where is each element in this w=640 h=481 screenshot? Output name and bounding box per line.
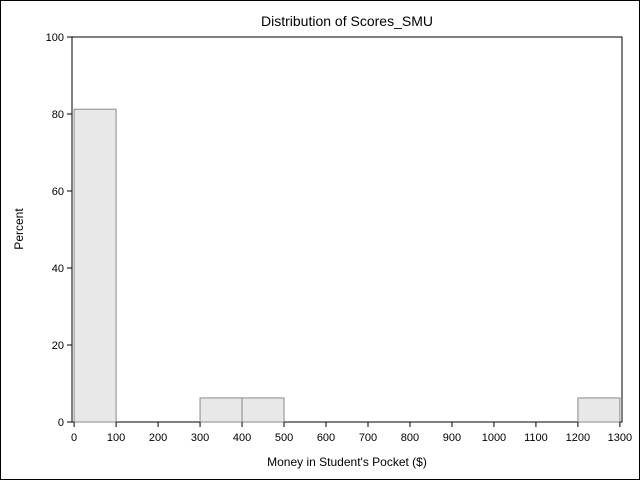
x-tick-label-9: 900 [443, 432, 461, 444]
histogram-bar-3 [577, 397, 621, 423]
y-tick-label-3: 60 [52, 186, 64, 198]
x-axis-label: Money in Student's Pocket ($) [267, 455, 427, 469]
x-tick-label-6: 600 [317, 432, 335, 444]
x-tick-label-5: 500 [275, 432, 293, 444]
histogram-bar-0 [73, 108, 117, 423]
x-tick-label-10: 1000 [482, 432, 506, 444]
x-tick-label-4: 400 [233, 432, 251, 444]
chart-title: Distribution of Scores_SMU [261, 13, 433, 29]
bars-group [73, 108, 621, 423]
histogram-bar-1 [199, 397, 243, 423]
y-tick-label-1: 20 [52, 340, 64, 352]
x-tick-label-7: 700 [359, 432, 377, 444]
x-tick-label-11: 1100 [524, 432, 548, 444]
x-tick-label-0: 0 [71, 432, 77, 444]
histogram-bar-2 [241, 397, 285, 423]
x-tick-label-2: 200 [149, 432, 167, 444]
x-tick-label-3: 300 [191, 432, 209, 444]
y-tick-label-0: 0 [58, 417, 64, 429]
x-tick-label-13: 1300 [608, 432, 632, 444]
y-tick-label-2: 40 [52, 263, 64, 275]
plot-area [71, 36, 623, 423]
y-axis-label: Percent [12, 208, 26, 250]
x-tick-label-1: 100 [107, 432, 125, 444]
y-axis: 0 20 40 60 80 100 [46, 32, 72, 429]
x-axis: 0 100 200 300 400 500 600 700 800 900 1000 1100 1200… [71, 422, 632, 444]
y-tick-label-5: 100 [46, 32, 64, 44]
x-tick-label-12: 1200 [566, 432, 590, 444]
x-tick-label-8: 800 [401, 432, 419, 444]
y-tick-label-4: 80 [52, 109, 64, 121]
